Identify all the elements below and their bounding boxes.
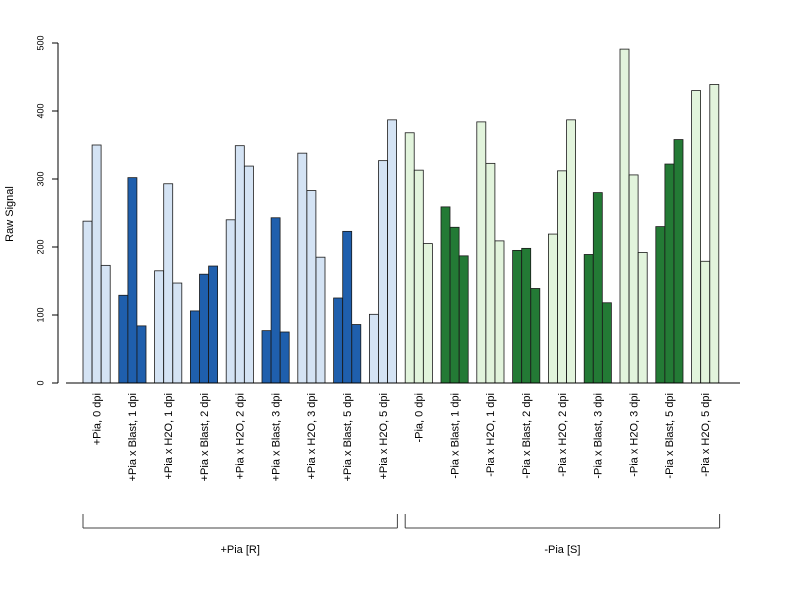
bar: [655, 226, 666, 384]
bar: [700, 260, 711, 384]
x-category-label: -Pia, 0 dpi: [414, 393, 426, 443]
bar: [208, 265, 219, 384]
bar: [378, 160, 388, 384]
bar: [476, 121, 487, 384]
bar: [530, 288, 541, 384]
x-category-label: +Pia x H2O, 3 dpi: [306, 393, 318, 480]
group-label: -Pia [S]: [544, 544, 580, 556]
bar: [673, 139, 684, 384]
bars: [82, 48, 720, 384]
bar: [413, 169, 424, 384]
bar: [154, 270, 165, 384]
bar: [297, 152, 308, 384]
x-category-label: -Pia x H2O, 5 dpi: [700, 393, 712, 477]
y-tick-label: 400: [35, 103, 45, 118]
bar: [422, 243, 433, 384]
bar: [333, 297, 344, 384]
y-tick-label: 0: [35, 380, 45, 385]
x-category-label: -Pia x Blast, 2 dpi: [521, 393, 533, 479]
bar: [270, 217, 281, 384]
group-brackets: +Pia [R] -Pia [S]: [82, 514, 721, 556]
bar: [172, 282, 183, 384]
y-axis: 0 100 200 300 400 500: [35, 35, 59, 386]
category-labels: +Pia, 0 dpi +Pia x Blast, 1 dpi +Pia x H2O…: [91, 393, 712, 481]
y-tick-label: 500: [35, 35, 45, 50]
bar: [315, 256, 326, 384]
bar: [664, 163, 675, 384]
bar: [351, 324, 362, 384]
bar: [485, 162, 496, 384]
bar: [602, 302, 612, 384]
bar: [628, 174, 639, 384]
bar: [306, 190, 317, 384]
bar: [691, 90, 701, 384]
x-category-label: -Pia x H2O, 1 dpi: [485, 393, 497, 477]
x-category-label: -Pia x Blast, 3 dpi: [593, 393, 605, 479]
bar: [91, 144, 102, 384]
bar: [127, 177, 138, 384]
x-category-label: +Pia x H2O, 5 dpi: [378, 393, 390, 480]
bar: [368, 313, 379, 384]
bar: [189, 310, 200, 384]
bar: [449, 226, 460, 384]
x-category-label: +Pia x Blast, 1 dpi: [127, 393, 139, 481]
group-label: +Pia [R]: [220, 544, 259, 556]
y-tick-label: 300: [35, 171, 45, 186]
bar: [225, 219, 236, 384]
bar: [234, 145, 245, 384]
x-category-label: -Pia x H2O, 2 dpi: [557, 393, 569, 477]
bar: [512, 249, 522, 384]
x-category-label: +Pia x H2O, 2 dpi: [235, 393, 247, 480]
bar: [387, 119, 398, 384]
bar: [261, 330, 272, 384]
x-category-label: +Pia x Blast, 3 dpi: [270, 393, 282, 481]
x-category-label: +Pia x Blast, 2 dpi: [199, 393, 211, 481]
bar: [458, 255, 469, 384]
bar: [521, 247, 532, 384]
bar: [100, 264, 111, 384]
bar: [592, 192, 603, 384]
y-axis-title: Raw Signal: [4, 186, 16, 242]
x-category-label: -Pia x H2O, 3 dpi: [628, 393, 640, 477]
bar: [163, 183, 174, 384]
x-category-label: -Pia x Blast, 5 dpi: [664, 393, 676, 479]
x-category-label: -Pia x Blast, 1 dpi: [449, 393, 461, 479]
bar: [136, 325, 147, 384]
x-category-label: +Pia x Blast, 5 dpi: [342, 393, 354, 481]
bar: [404, 132, 415, 384]
bar: [566, 119, 576, 384]
bar: [82, 220, 93, 384]
bar: [557, 170, 567, 384]
bar: [619, 48, 630, 384]
bar: [199, 273, 209, 384]
bar: [637, 252, 648, 384]
bar: [440, 206, 451, 384]
bar: [709, 84, 720, 384]
bar: [494, 240, 505, 384]
bar: [342, 230, 353, 384]
y-tick-label: 100: [35, 307, 45, 322]
bar: [548, 233, 558, 384]
x-category-label: +Pia x H2O, 1 dpi: [163, 393, 175, 480]
y-tick-label: 200: [35, 239, 45, 254]
bar: [243, 165, 254, 384]
bar: [583, 254, 594, 384]
bar: [279, 331, 290, 384]
bar: [118, 294, 129, 384]
x-category-label: +Pia, 0 dpi: [91, 393, 103, 445]
